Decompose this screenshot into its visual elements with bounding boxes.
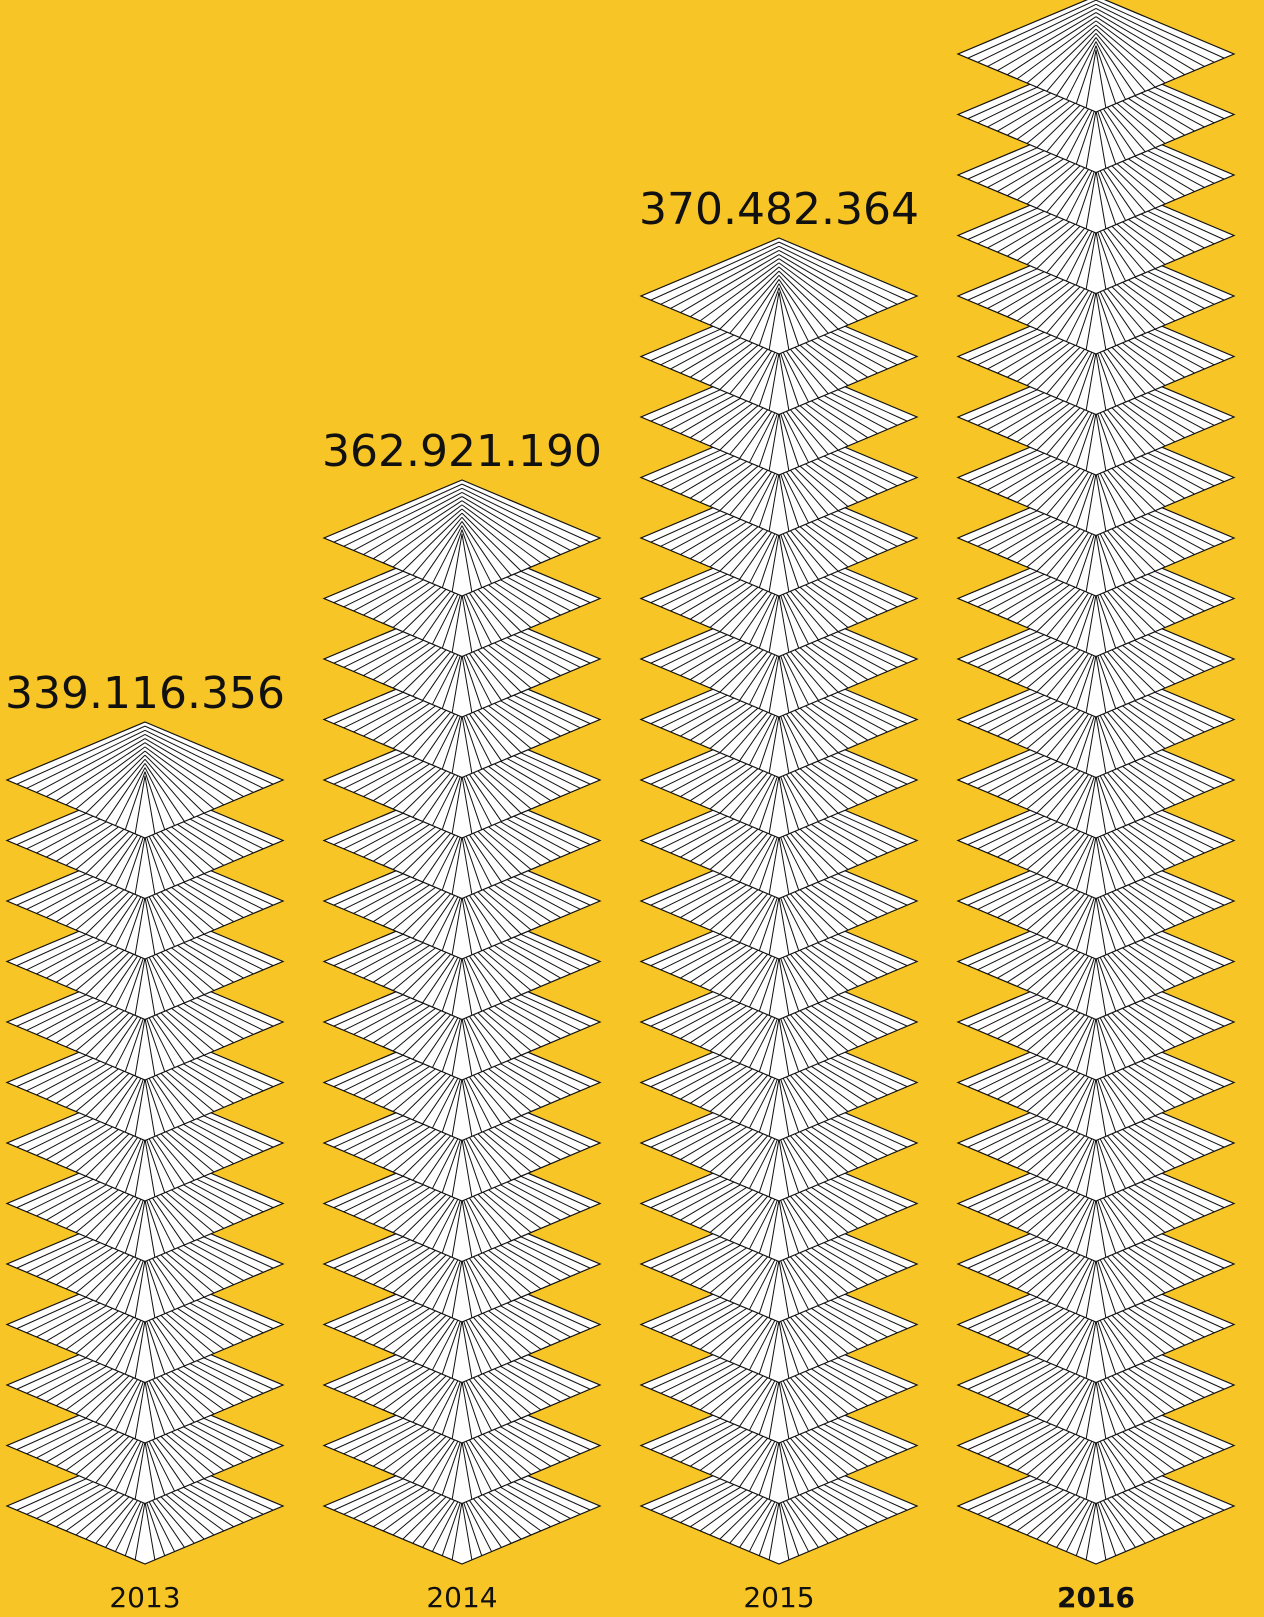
value-label-2013: 339.116.356 xyxy=(5,668,285,719)
year-label-2013: 2013 xyxy=(109,1581,180,1614)
bar-2014-layer-10 xyxy=(322,902,602,1021)
bar-2013-layer-13 xyxy=(5,721,285,839)
bar-2013-layer-6 xyxy=(5,1144,285,1263)
year-label-2015: 2015 xyxy=(743,1581,814,1614)
bar-2016-layer-17 xyxy=(956,479,1236,597)
bar-2016-layer-10 xyxy=(956,902,1236,1021)
bars-group xyxy=(5,0,1236,1565)
bar-2014-layer-17 xyxy=(322,479,602,597)
bar-2014-layer-7 xyxy=(322,1084,602,1202)
year-label-2014: 2014 xyxy=(426,1581,497,1614)
bar-2015-layer-19 xyxy=(639,358,919,476)
bar-2016-layer-1 xyxy=(956,1447,1236,1565)
bar-2014 xyxy=(322,479,602,1565)
bar-2016-layer-20 xyxy=(956,297,1236,416)
bar-2014-layer-2 xyxy=(322,1386,602,1505)
bar-2016-layer-9 xyxy=(956,963,1236,1081)
bar-2016-layer-12 xyxy=(956,781,1236,900)
year-label-2016: 2016 xyxy=(1057,1581,1135,1614)
bar-2014-layer-5 xyxy=(322,1205,602,1323)
bar-2013-layer-2 xyxy=(5,1386,285,1505)
bar-2015-layer-12 xyxy=(639,781,919,900)
bar-2015 xyxy=(639,237,919,1565)
bar-2016-layer-5 xyxy=(956,1205,1236,1323)
value-label-2014: 362.921.190 xyxy=(322,426,602,477)
labels-group: 339.116.356 2013 362.921.190 2014 370.482.36… xyxy=(5,184,1135,1614)
bar-2015-layer-6 xyxy=(639,1144,919,1263)
bar-2015-layer-9 xyxy=(639,963,919,1081)
bar-2015-layer-17 xyxy=(639,479,919,597)
bar-2013 xyxy=(5,721,285,1565)
bar-2016-layer-18 xyxy=(956,418,1236,537)
value-label-2015: 370.482.364 xyxy=(639,184,919,235)
bar-2015-layer-21 xyxy=(639,237,919,355)
bar-2016 xyxy=(956,0,1236,1565)
bar-2016-layer-24 xyxy=(956,55,1236,174)
bar-2016-layer-4 xyxy=(956,1265,1236,1384)
bar-2016-layer-25 xyxy=(956,0,1236,113)
bar-2015-layer-5 xyxy=(639,1205,919,1323)
bar-2016-layer-6 xyxy=(956,1144,1236,1263)
